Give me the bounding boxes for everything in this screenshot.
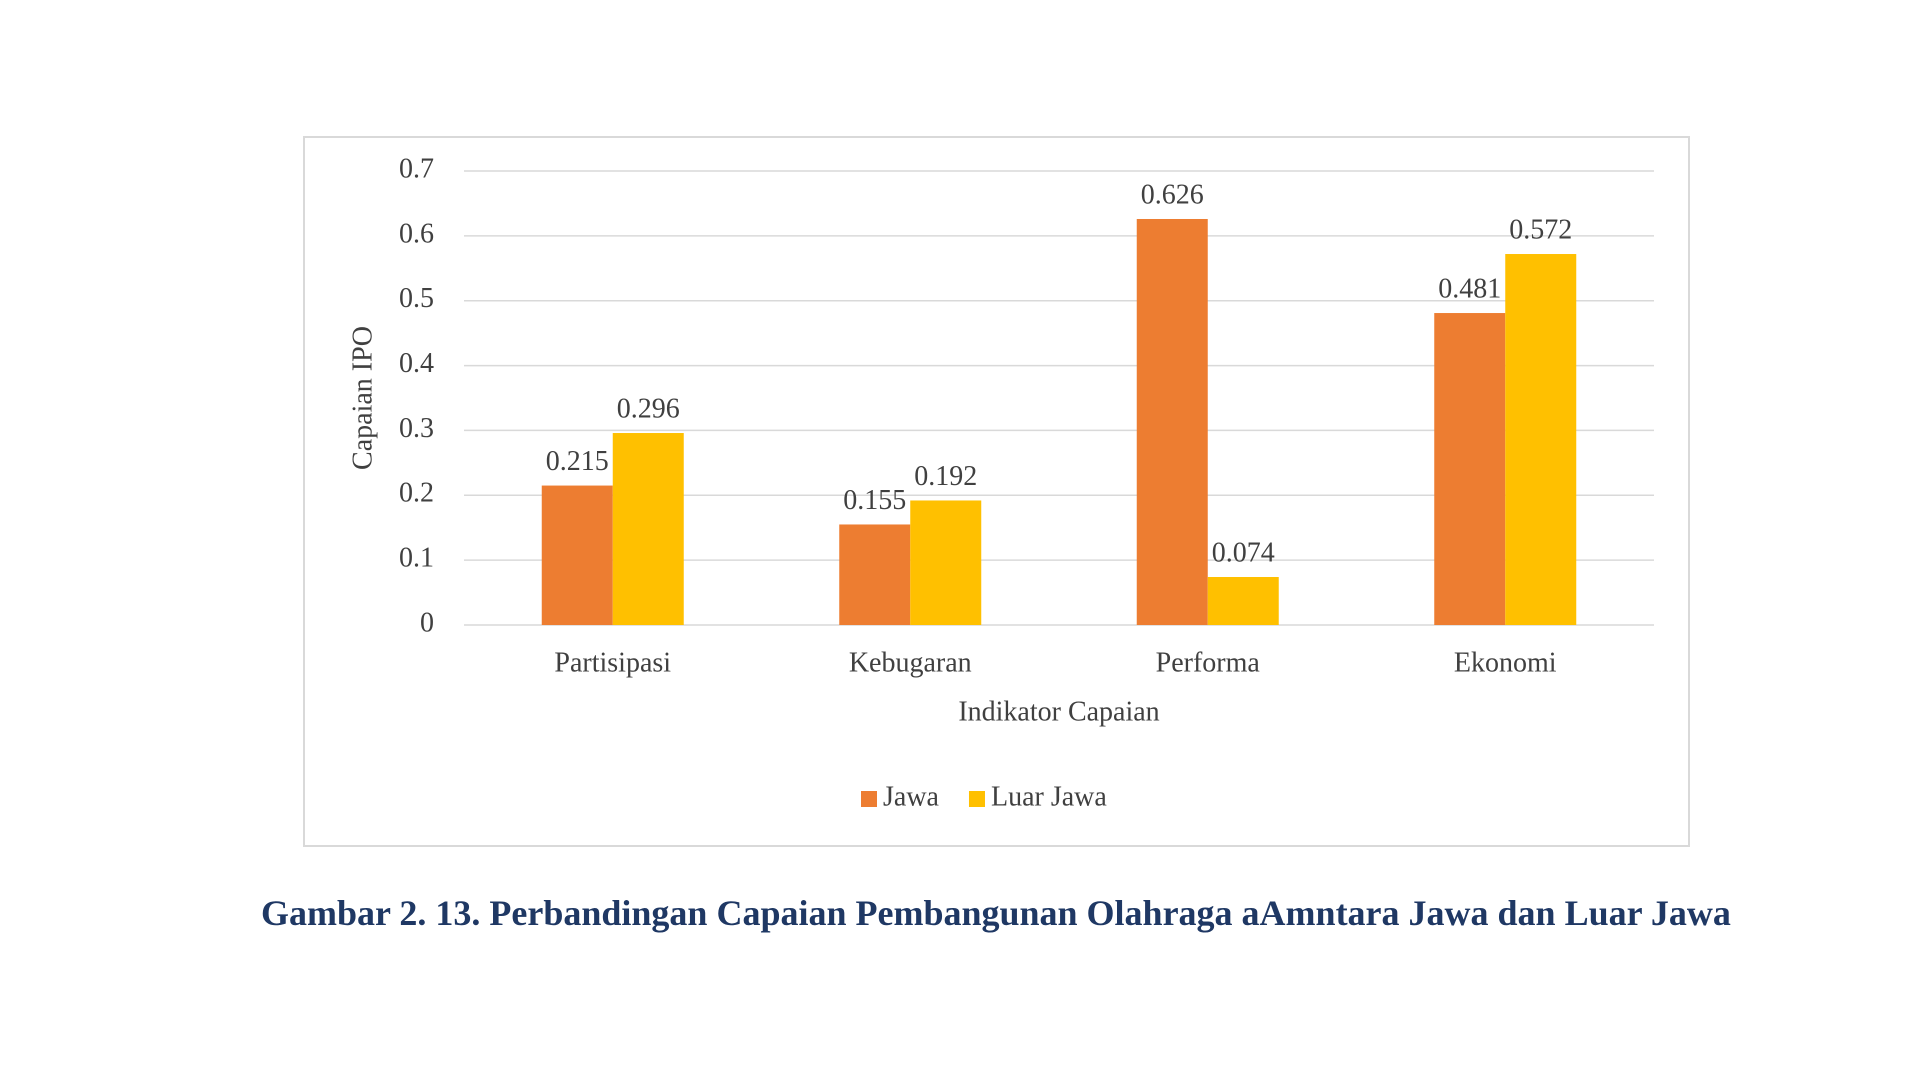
y-tick-label: 0.5: [399, 283, 434, 314]
bar: [1505, 254, 1577, 625]
x-tick-label: Partisipasi: [554, 647, 671, 678]
y-tick-label: 0.4: [399, 348, 434, 379]
y-tick-label: 0.6: [399, 218, 434, 249]
x-tick-label: Ekonomi: [1454, 647, 1557, 678]
value-label: 0.192: [914, 461, 977, 492]
y-tick-label: 0: [420, 607, 434, 638]
value-label: 0.296: [617, 393, 680, 424]
bar: [1434, 313, 1506, 625]
legend-label: Jawa: [883, 781, 940, 812]
value-label: 0.481: [1438, 273, 1501, 304]
legend-swatch: [861, 791, 877, 807]
legend-swatch: [968, 791, 985, 807]
value-label: 0.626: [1141, 179, 1204, 210]
caption: Gambar 2. 13. Perbandingan Capaian Pemba…: [261, 893, 1731, 933]
x-tick-label: Kebugaran: [849, 647, 972, 678]
y-tick-label: 0.2: [399, 478, 434, 509]
y-tick-label: 0.7: [399, 153, 434, 184]
x-tick-label: Performa: [1156, 647, 1261, 678]
y-axis-title: Capaian IPO: [347, 326, 378, 470]
x-axis-title: Indikator Capaian: [958, 696, 1159, 727]
value-label: 0.215: [546, 446, 609, 477]
bar: [910, 500, 982, 625]
y-tick-label: 0.3: [399, 413, 434, 444]
bar: [1136, 218, 1208, 625]
bar: [541, 485, 613, 625]
value-label: 0.572: [1509, 214, 1572, 245]
value-label: 0.074: [1212, 537, 1275, 568]
value-label: 0.155: [843, 485, 906, 516]
y-tick-label: 0.1: [399, 543, 434, 574]
bar: [839, 524, 911, 625]
legend-label: Luar Jawa: [991, 781, 1107, 812]
bar: [612, 433, 684, 625]
bar: [1207, 577, 1279, 625]
